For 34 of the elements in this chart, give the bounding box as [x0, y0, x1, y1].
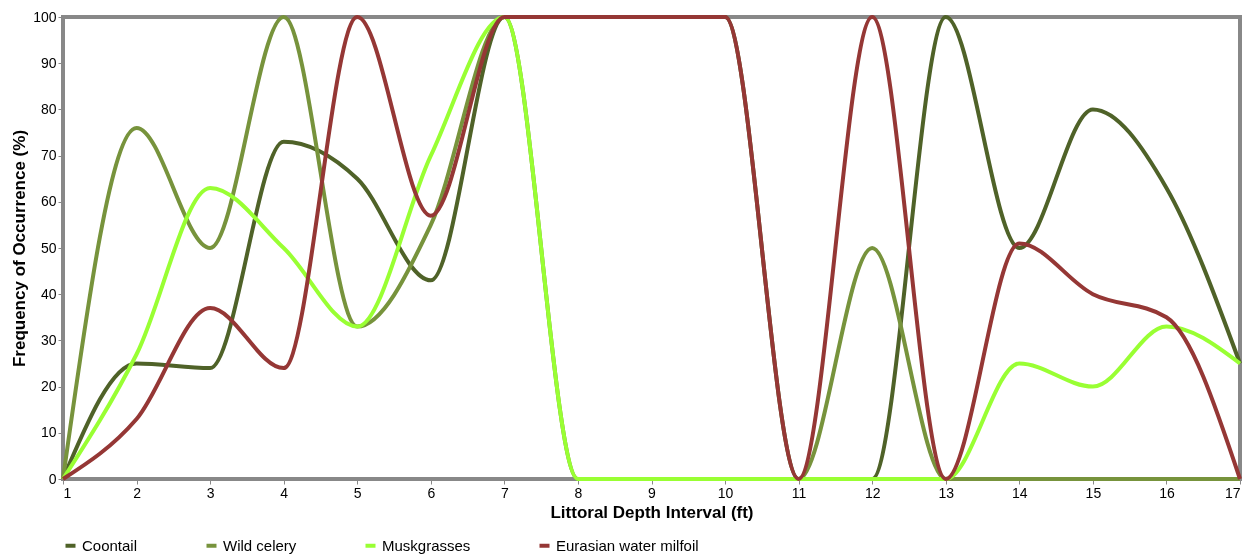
- x-axis-title: Littoral Depth Interval (ft): [550, 502, 754, 522]
- legend-label: Eurasian water milfoil: [556, 536, 699, 554]
- x-tick-label: 3: [206, 484, 215, 501]
- x-tick-label: 12: [864, 484, 881, 501]
- legend-label: Wild celery: [223, 536, 297, 554]
- x-tick-label: 14: [1012, 484, 1028, 501]
- y-tick-label: 100: [33, 8, 57, 25]
- y-tick-label: 50: [40, 239, 57, 256]
- x-tick-label: 2: [133, 484, 142, 501]
- x-tick-label: 1: [63, 484, 72, 501]
- y-tick-label: 10: [40, 424, 57, 441]
- y-tick-label: 60: [40, 193, 57, 210]
- x-tick-label: 5: [353, 484, 362, 501]
- x-tick-label: 8: [574, 484, 583, 501]
- legend-label: Coontail: [82, 536, 138, 554]
- y-tick-label: 40: [40, 285, 57, 302]
- y-tick-label: 90: [40, 54, 57, 71]
- x-tick-label: 11: [791, 484, 807, 501]
- y-tick-label: 80: [40, 100, 57, 117]
- x-tick-label: 6: [427, 484, 436, 501]
- x-tick-label: 4: [280, 484, 289, 501]
- x-tick-label: 10: [717, 484, 734, 501]
- x-tick-label: 17: [1224, 484, 1241, 501]
- y-tick-label: 0: [48, 470, 57, 487]
- x-tick-label: 9: [648, 484, 657, 501]
- y-tick-label: 70: [40, 147, 57, 164]
- x-tick-label: 15: [1085, 484, 1102, 501]
- x-tick-label: 16: [1159, 484, 1175, 501]
- legend-label: Muskgrasses: [382, 536, 471, 554]
- x-tick-label: 13: [938, 484, 955, 501]
- y-axis-title: Frequency of Occurrence (%): [10, 129, 30, 368]
- y-tick-label: 20: [40, 378, 57, 395]
- y-tick-label: 30: [40, 331, 57, 348]
- x-tick-label: 7: [500, 484, 509, 501]
